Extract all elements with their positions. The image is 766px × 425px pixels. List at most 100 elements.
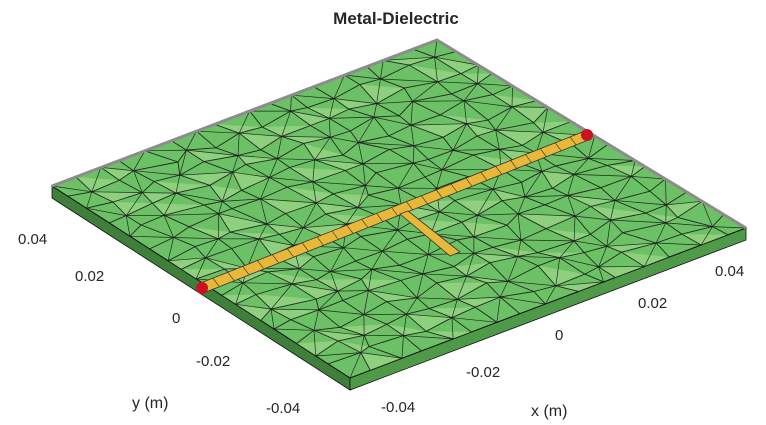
mesh-edge: [364, 185, 369, 196]
mesh-edge: [567, 187, 601, 196]
mesh-edge: [473, 215, 478, 237]
mesh-edge: [273, 319, 292, 330]
mesh-edge: [573, 164, 608, 175]
mesh-edge: [262, 110, 291, 128]
mesh-edge: [312, 170, 346, 183]
mesh-facet: [75, 176, 120, 192]
mesh-edge: [376, 101, 413, 104]
mesh-edge: [465, 177, 473, 187]
mesh-edge: [517, 213, 547, 230]
mesh-facet: [492, 94, 537, 107]
mesh-edge: [179, 161, 205, 176]
mesh-edge: [451, 93, 465, 102]
mesh-edge: [260, 186, 288, 200]
mesh-edge: [373, 116, 390, 137]
mesh-edge: [492, 85, 513, 96]
mesh-edge: [451, 317, 472, 333]
mesh-edge: [428, 159, 443, 171]
mesh-edge: [291, 94, 308, 108]
mesh-edge: [500, 291, 534, 298]
mesh-edge: [358, 142, 390, 150]
mesh-edge: [314, 154, 343, 161]
mesh-facet: [142, 192, 176, 204]
mesh-facet: [266, 224, 304, 235]
mesh-edge: [249, 110, 263, 128]
mesh-edge: [496, 313, 520, 323]
mesh-edge: [152, 192, 177, 204]
mesh-edge: [452, 123, 467, 151]
mesh-edge: [180, 268, 197, 280]
mesh-edge: [435, 189, 443, 198]
mesh-edge: [701, 201, 713, 227]
mesh-facet: [681, 234, 728, 245]
mesh-edge: [677, 200, 703, 218]
mesh-edge: [270, 283, 293, 310]
mesh-edge: [524, 195, 568, 198]
mesh-edge: [480, 172, 488, 181]
mesh-edge: [175, 192, 223, 202]
mesh-edge: [533, 122, 544, 133]
mesh-edge: [371, 268, 401, 281]
mesh-edge: [242, 266, 249, 275]
mesh-edge: [461, 214, 478, 223]
mesh-edge: [327, 363, 351, 379]
mesh-edge: [712, 226, 729, 236]
mesh-edge: [382, 229, 398, 252]
mesh-edge: [163, 192, 177, 216]
mesh-facet: [325, 214, 383, 224]
mesh-edge: [86, 201, 114, 209]
mesh-edge: [344, 74, 361, 85]
mesh-edge: [358, 142, 414, 147]
mesh-edge: [584, 273, 604, 283]
mesh-edge: [386, 301, 407, 315]
mesh-edge: [360, 335, 365, 353]
mesh-edge: [559, 252, 585, 259]
mesh-edge: [349, 130, 359, 143]
mesh-facet: [221, 294, 256, 305]
mesh-facet: [303, 143, 343, 160]
mesh-edge: [269, 158, 278, 178]
mesh-facet: [218, 213, 267, 233]
mesh-edge: [428, 254, 455, 267]
mesh-edge: [492, 239, 522, 248]
mesh-edge: [140, 224, 174, 238]
mesh-edge: [209, 171, 233, 186]
mesh-edge: [222, 198, 261, 202]
mesh-edge: [358, 142, 364, 164]
mesh-edge: [499, 281, 509, 298]
mesh-edge: [451, 306, 476, 319]
mesh-edge: [412, 100, 465, 102]
mesh-facet: [314, 330, 365, 341]
mesh-edge: [373, 115, 400, 118]
mesh-edge: [499, 296, 521, 315]
mesh-edge: [168, 257, 206, 262]
metal-strip-mesh: [212, 136, 577, 287]
mesh-edge: [239, 126, 263, 134]
mesh-edge: [368, 290, 418, 299]
mesh-edge: [175, 175, 181, 194]
mesh-edge: [358, 135, 389, 143]
mesh-edge: [245, 158, 278, 165]
mesh-edge: [700, 234, 729, 246]
mesh-edge: [525, 154, 532, 163]
mesh-edge: [125, 215, 131, 237]
mesh-edge: [437, 73, 462, 83]
mesh-edge: [382, 238, 408, 252]
mesh-edge: [644, 242, 657, 267]
mesh-edge: [521, 170, 543, 183]
mesh-edge: [495, 129, 523, 146]
mesh-edge: [430, 221, 462, 235]
feed-point-right: [581, 129, 593, 141]
y-axis-label: y (m): [132, 395, 168, 412]
mesh-edge: [622, 232, 657, 244]
mesh-edge: [466, 123, 478, 137]
mesh-edge: [399, 254, 429, 266]
mesh-edge: [277, 158, 290, 168]
mesh-edge: [337, 340, 362, 354]
mesh-edge: [436, 176, 469, 189]
mesh-facet: [538, 265, 585, 286]
mesh-edge: [342, 154, 364, 165]
mesh-facet: [533, 121, 571, 133]
mesh-edge: [313, 329, 365, 336]
mesh-edge: [567, 195, 591, 207]
